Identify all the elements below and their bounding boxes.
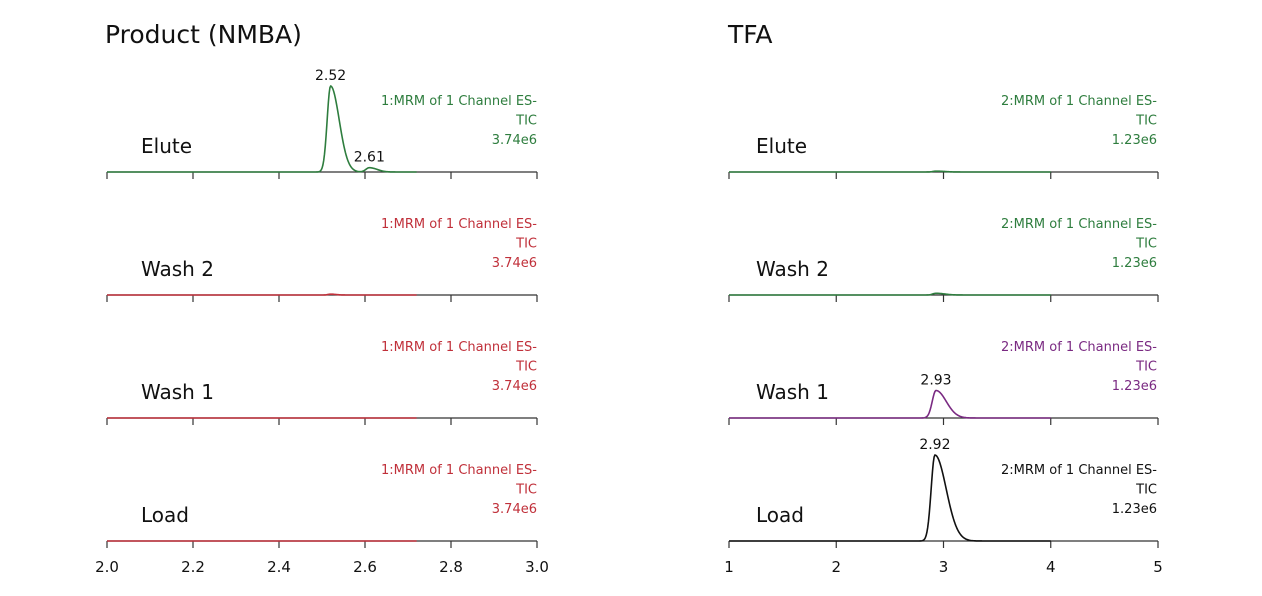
trace-info-text: 2:MRM of 1 Channel ES- <box>1001 94 1157 109</box>
trace-wash-2: Wash 2 2:MRM of 1 Channel ES- TIC 1.23e6 <box>728 217 1159 302</box>
trace-label: Wash 1 <box>756 380 829 404</box>
x-tick-label: 2.0 <box>95 558 119 576</box>
trace-elute: Elute 2:MRM of 1 Channel ES- TIC 1.23e6 <box>728 94 1159 179</box>
trace-label: Wash 2 <box>756 257 829 281</box>
x-tick-label: 2.8 <box>439 558 463 576</box>
trace-info-text: 3.74e6 <box>492 256 537 271</box>
trace-line <box>729 454 1051 542</box>
trace-info-text: TIC <box>515 237 537 252</box>
chart-title: Product (NMBA) <box>105 20 302 49</box>
trace-info-text: 1.23e6 <box>1112 502 1157 517</box>
trace-info-text: TIC <box>515 114 537 129</box>
trace-info-text: 1.23e6 <box>1112 133 1157 148</box>
trace-label: Load <box>756 503 804 527</box>
x-tick-label: 1 <box>724 558 734 576</box>
trace-info-text: 1.23e6 <box>1112 379 1157 394</box>
x-tick-label: 2 <box>831 558 841 576</box>
x-tick-label: 5 <box>1153 558 1163 576</box>
trace-line <box>106 85 417 173</box>
trace-label: Elute <box>141 134 192 158</box>
trace-info-text: 3.74e6 <box>492 133 537 148</box>
x-tick-label: 3.0 <box>525 558 549 576</box>
trace-info-text: 1:MRM of 1 Channel ES- <box>381 217 537 232</box>
x-tick-label: 2.6 <box>353 558 377 576</box>
trace-load: 1 2 3 4 5 2.92 Load 2:MRM of 1 Channel ES- TIC 1.… <box>724 437 1163 576</box>
trace-info-text: TIC <box>1135 483 1157 498</box>
trace-info-text: 3.74e6 <box>492 379 537 394</box>
trace-info-text: TIC <box>515 483 537 498</box>
trace-info-text: 2:MRM of 1 Channel ES- <box>1001 340 1157 355</box>
trace-line <box>106 293 417 296</box>
peak-label: 2.52 <box>315 68 346 84</box>
trace-load: 2.0 2.2 2.4 2.6 2.8 3.0 Load 1:MRM of 1 Channel… <box>95 463 549 576</box>
trace-label: Wash 1 <box>141 380 214 404</box>
trace-info-text: 1:MRM of 1 Channel ES- <box>381 94 537 109</box>
trace-info-text: 1:MRM of 1 Channel ES- <box>381 340 537 355</box>
x-tick-label: 2.2 <box>181 558 205 576</box>
trace-wash-2: Wash 2 1:MRM of 1 Channel ES- TIC 3.74e6 <box>106 217 538 302</box>
trace-info-text: 2:MRM of 1 Channel ES- <box>1001 217 1157 232</box>
trace-wash-1: 2.93 Wash 1 2:MRM of 1 Channel ES- TIC 1.23e… <box>728 340 1159 425</box>
trace-label: Load <box>141 503 189 527</box>
x-tick-label: 4 <box>1046 558 1056 576</box>
peak-label: 2.61 <box>354 150 385 166</box>
peak-label: 2.92 <box>919 437 950 453</box>
trace-wash-1: Wash 1 1:MRM of 1 Channel ES- TIC 3.74e6 <box>106 340 538 425</box>
trace-info-text: 3.74e6 <box>492 502 537 517</box>
trace-line <box>729 389 1051 419</box>
trace-info-text: 2:MRM of 1 Channel ES- <box>1001 463 1157 478</box>
chart-title: TFA <box>727 20 772 49</box>
trace-label: Elute <box>756 134 807 158</box>
trace-info-text: TIC <box>515 360 537 375</box>
trace-elute: 2.52 2.61 Elute 1:MRM of 1 Channel ES- TIC 3.… <box>106 68 538 179</box>
x-tick-label: 3 <box>939 558 949 576</box>
trace-info-text: TIC <box>1135 237 1157 252</box>
trace-label: Wash 2 <box>141 257 214 281</box>
trace-info-text: 1:MRM of 1 Channel ES- <box>381 463 537 478</box>
chart-panel-product: Product (NMBA) 2.52 2.61 Elute 1:MRM of 1 Ch… <box>95 20 549 576</box>
trace-line <box>729 170 1051 173</box>
peak-label: 2.93 <box>920 372 951 388</box>
x-tick-label: 2.4 <box>267 558 291 576</box>
trace-info-text: TIC <box>1135 360 1157 375</box>
trace-info-text: 1.23e6 <box>1112 256 1157 271</box>
trace-line <box>729 292 1051 296</box>
trace-info-text: TIC <box>1135 114 1157 129</box>
